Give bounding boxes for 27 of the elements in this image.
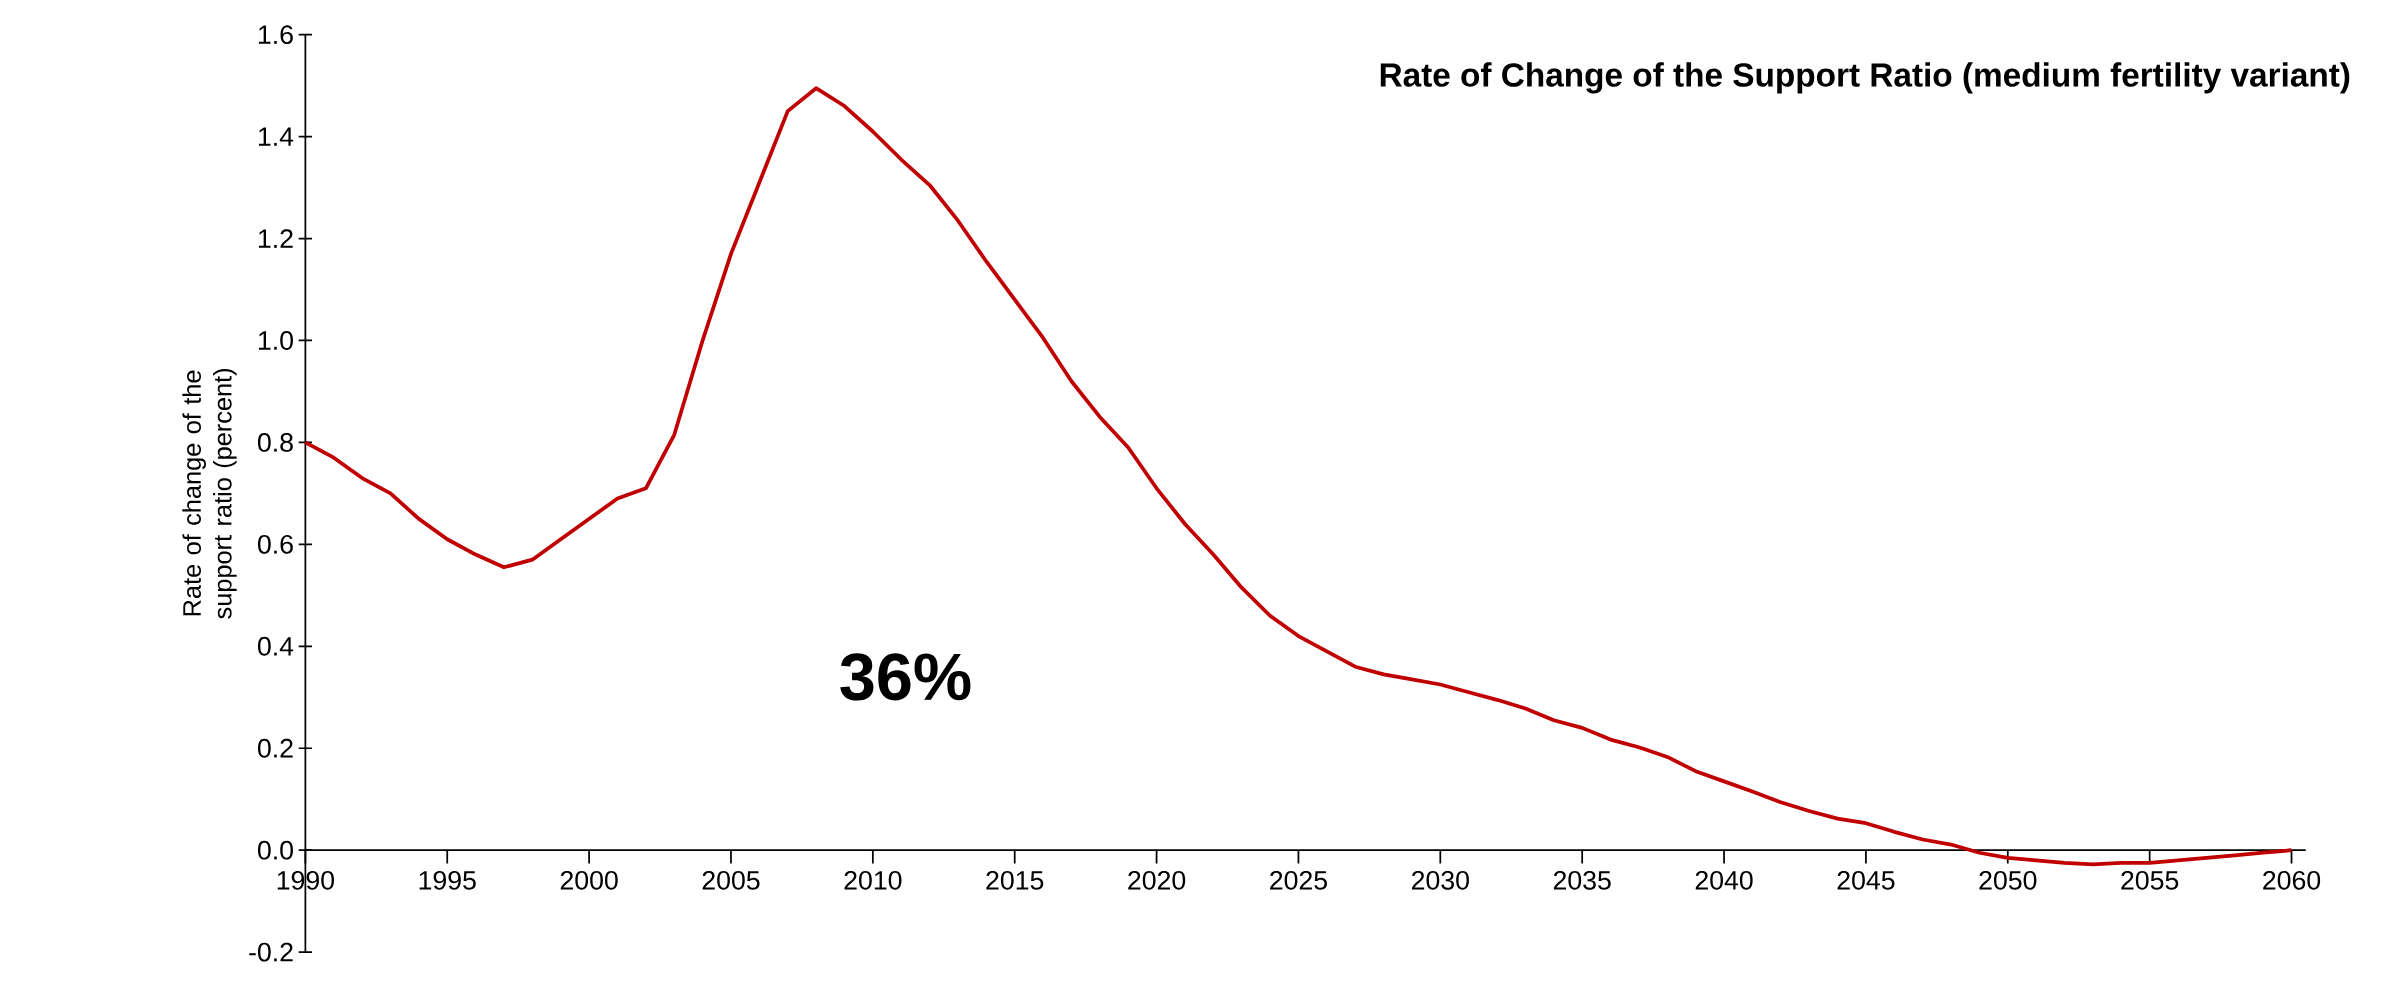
y-tick-label: -0.2: [249, 942, 293, 962]
x-tick-label: 2045: [1837, 871, 1895, 890]
x-tick-label: 2010: [844, 871, 902, 890]
y-tick-label: 1.2: [258, 229, 293, 248]
y-axis-title: Rate of change of the support ratio (percent): [182, 369, 237, 619]
x-tick-label: 2040: [1695, 871, 1753, 890]
text: Rate of Change of the Support Ratio (medium fertility variant): [1380, 62, 2350, 94]
x-tick-label: 2060: [2263, 871, 2321, 890]
y-tick-label: 0.4: [257, 636, 294, 656]
x-tick-label: 2000: [560, 871, 618, 890]
x-tick-label: 2015: [986, 871, 1044, 890]
annotation: 36%: [840, 653, 971, 701]
y-tick-label: 1.0: [258, 331, 293, 351]
y-tick-label: 0.8: [257, 433, 293, 452]
x-tick-label: 2025: [1270, 871, 1327, 890]
y-tick-label: 0.6: [257, 535, 293, 554]
y-tick-label: 1.4: [258, 127, 294, 146]
y-tick-label: 0.0: [257, 840, 293, 860]
y-tick-label: 1.6: [258, 25, 293, 45]
y-tick-label: 0.2: [257, 738, 293, 758]
x-tick-label: 2030: [1411, 871, 1469, 890]
x-tick-label: 2035: [1553, 871, 1611, 890]
x-tick-label: 2050: [1979, 871, 2037, 890]
x-tick-label: 2055: [2121, 871, 2179, 890]
x-tick-label: 2020: [1128, 871, 1186, 890]
x-tick-label: 1995: [419, 871, 476, 890]
x-tick-label: 2005: [702, 871, 760, 890]
